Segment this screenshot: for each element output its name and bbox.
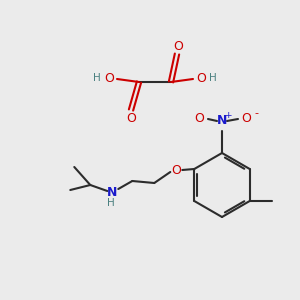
- Text: H: H: [209, 73, 217, 83]
- Text: N: N: [107, 187, 118, 200]
- Text: O: O: [196, 71, 206, 85]
- Text: +: +: [224, 112, 231, 121]
- Text: H: H: [107, 198, 115, 208]
- Text: H: H: [93, 73, 101, 83]
- Text: O: O: [126, 112, 136, 124]
- Text: O: O: [104, 71, 114, 85]
- Text: O: O: [241, 112, 251, 124]
- Text: O: O: [173, 40, 183, 52]
- Text: O: O: [171, 164, 181, 178]
- Text: N: N: [217, 115, 227, 128]
- Text: -: -: [254, 108, 258, 118]
- Text: O: O: [194, 112, 204, 124]
